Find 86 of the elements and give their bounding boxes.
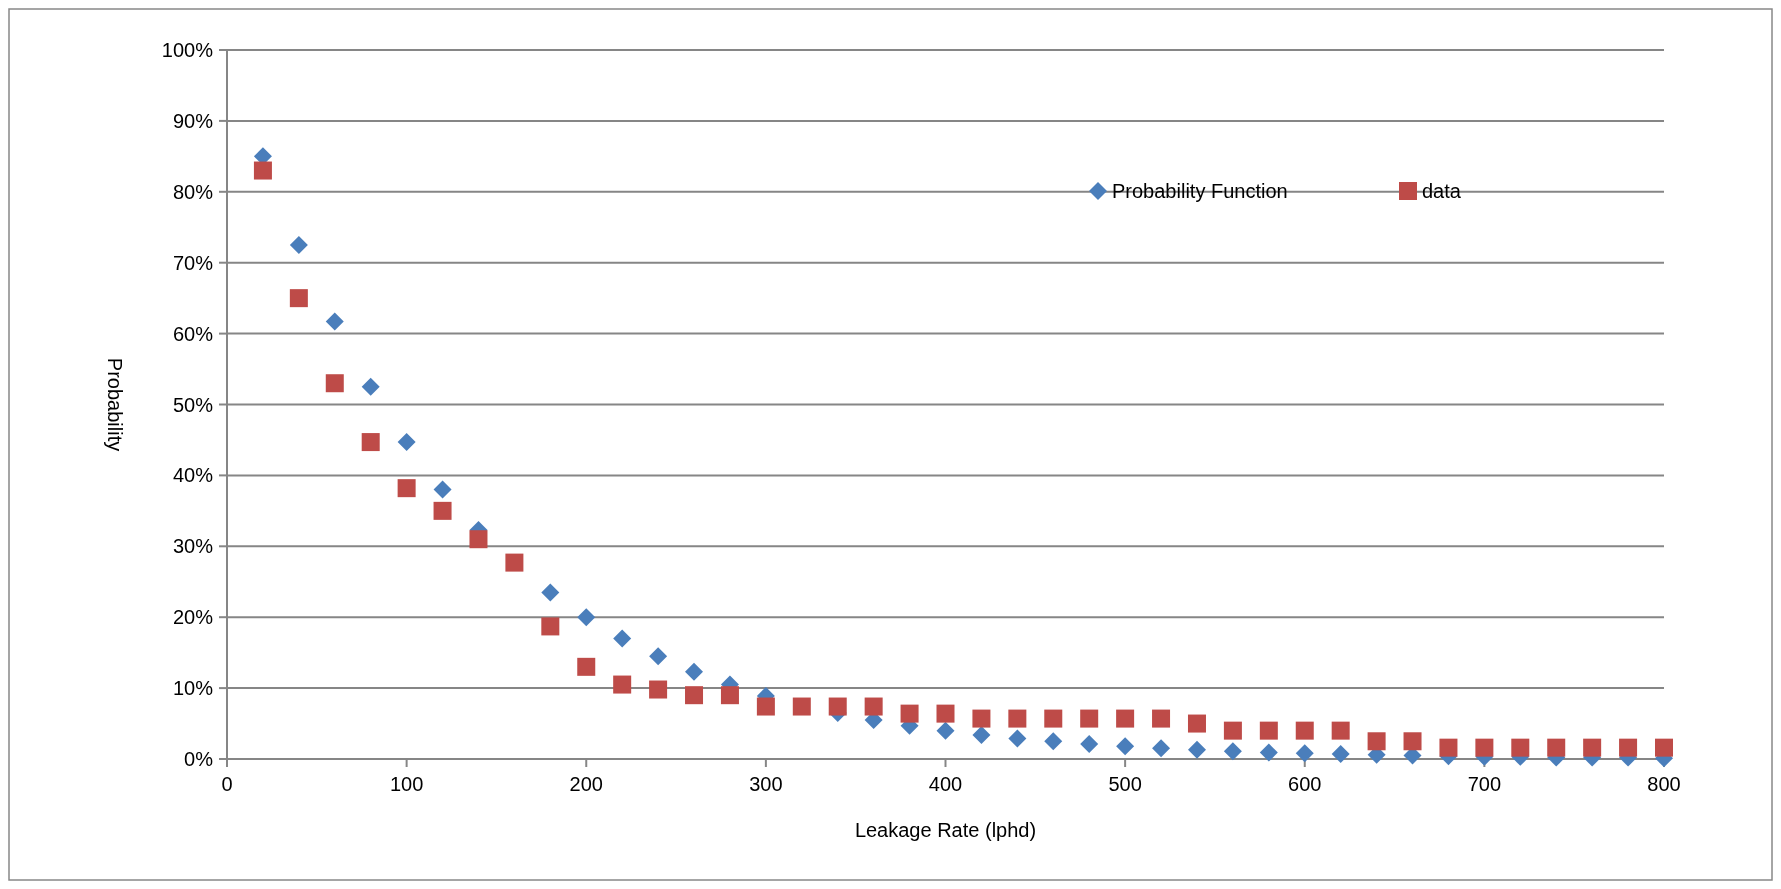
point: [685, 686, 704, 705]
point: [1331, 745, 1350, 764]
point: [469, 530, 488, 549]
point: [1044, 732, 1063, 751]
point: [1008, 709, 1027, 728]
point: [1008, 729, 1027, 748]
x-tick-label: 200: [569, 773, 603, 795]
x-tick-label: 300: [749, 773, 783, 795]
point: [541, 583, 560, 602]
x-tick-label: 800: [1647, 773, 1681, 795]
point: [1331, 721, 1350, 740]
point: [900, 704, 919, 723]
point: [577, 608, 596, 627]
point: [613, 629, 632, 648]
y-tick-label: 50%: [172, 393, 214, 416]
point: [397, 479, 416, 498]
point: [1187, 740, 1206, 759]
y-tick-label: 70%: [172, 251, 214, 274]
point: [361, 377, 380, 396]
point: [289, 235, 308, 254]
point: [1655, 738, 1673, 757]
point: [613, 675, 632, 694]
point: [1259, 743, 1278, 762]
y-tick-label: 60%: [172, 322, 214, 345]
y-tick-label: 40%: [172, 464, 214, 487]
point: [433, 480, 452, 499]
y-tick-label: 10%: [172, 677, 214, 700]
point: [1403, 732, 1422, 751]
y-tick-label: 100%: [161, 39, 214, 61]
x-tick-label: 100: [389, 773, 424, 795]
point: [864, 697, 883, 716]
point: [433, 501, 452, 520]
point: [1223, 742, 1242, 761]
point: [541, 617, 560, 636]
point: [1547, 738, 1566, 757]
point: [972, 709, 991, 728]
point: [756, 697, 775, 716]
point: [1583, 738, 1602, 757]
point: [720, 686, 739, 705]
point: [649, 647, 668, 666]
point: [253, 161, 272, 180]
point: [792, 697, 811, 716]
point: [936, 721, 955, 740]
point: [828, 697, 847, 716]
point: [1152, 739, 1171, 758]
point: [685, 662, 704, 681]
legend-label: Probability Function: [1112, 180, 1288, 202]
legend-label: data: [1422, 180, 1462, 202]
point: [1116, 737, 1135, 756]
y-tick-label: 90%: [172, 109, 214, 132]
point: [1223, 721, 1242, 740]
point: [936, 704, 955, 723]
point: [289, 289, 308, 308]
x-axis-title: Leakage Rate (lphd): [854, 819, 1037, 841]
point: [1619, 738, 1638, 757]
point: [505, 553, 524, 572]
point: [1116, 709, 1135, 728]
y-axis-title: Probability: [104, 357, 126, 452]
point: [972, 725, 991, 744]
point: [1187, 714, 1206, 733]
point: [1152, 709, 1171, 728]
x-tick-label: 500: [1108, 773, 1142, 795]
point: [325, 374, 344, 393]
point: [1295, 744, 1314, 763]
x-tick-label: 700: [1467, 773, 1502, 795]
y-tick-label: 0%: [184, 748, 214, 770]
point: [1080, 709, 1099, 728]
point: [325, 312, 344, 331]
x-tick-label: 0: [221, 773, 233, 795]
point: [1475, 738, 1494, 757]
point: [577, 657, 596, 676]
y-tick-label: 20%: [172, 606, 214, 629]
x-tick-label: 600: [1288, 773, 1322, 795]
point: [1295, 721, 1314, 740]
point: [397, 433, 416, 452]
point: [1044, 709, 1063, 728]
point: [361, 433, 380, 452]
y-tick-label: 30%: [172, 535, 214, 558]
x-tick-label: 400: [928, 773, 963, 795]
point: [1367, 732, 1386, 751]
y-tick-label: 80%: [172, 180, 214, 203]
point: [1511, 738, 1530, 757]
point: [649, 680, 668, 699]
point: [1259, 721, 1278, 740]
point: [1439, 738, 1458, 757]
point: [1080, 735, 1099, 754]
